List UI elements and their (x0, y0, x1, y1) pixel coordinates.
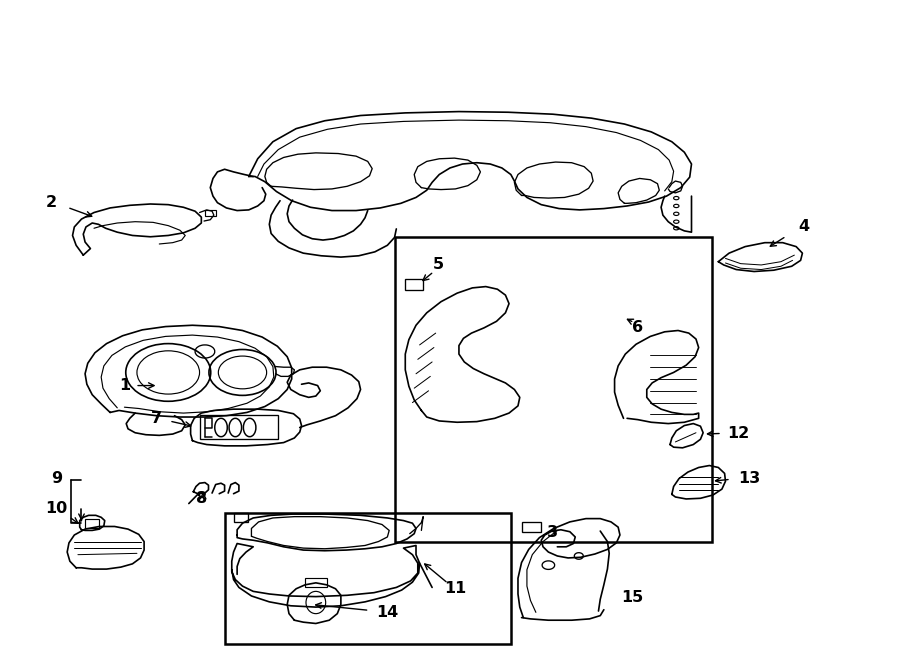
Text: 7: 7 (151, 411, 162, 426)
Text: 6: 6 (633, 320, 643, 334)
Text: 3: 3 (547, 525, 558, 540)
Bar (522, 522, 541, 532)
Text: 10: 10 (45, 501, 68, 516)
Text: 1: 1 (119, 378, 130, 393)
Text: 9: 9 (51, 471, 62, 486)
Bar (205, 210, 216, 216)
Bar (200, 415, 278, 439)
Text: 14: 14 (377, 605, 399, 620)
Text: 12: 12 (727, 426, 750, 441)
Text: 2: 2 (46, 194, 57, 210)
Text: 11: 11 (445, 581, 466, 596)
Bar (305, 578, 327, 588)
Text: 13: 13 (738, 471, 760, 486)
Text: 8: 8 (196, 491, 207, 506)
Text: 4: 4 (798, 219, 810, 235)
Bar (405, 280, 423, 290)
Bar (394, 237, 712, 541)
Bar (225, 513, 511, 644)
Text: 15: 15 (621, 590, 644, 605)
Bar (233, 514, 248, 522)
Bar (86, 520, 99, 528)
Text: 5: 5 (433, 257, 444, 272)
